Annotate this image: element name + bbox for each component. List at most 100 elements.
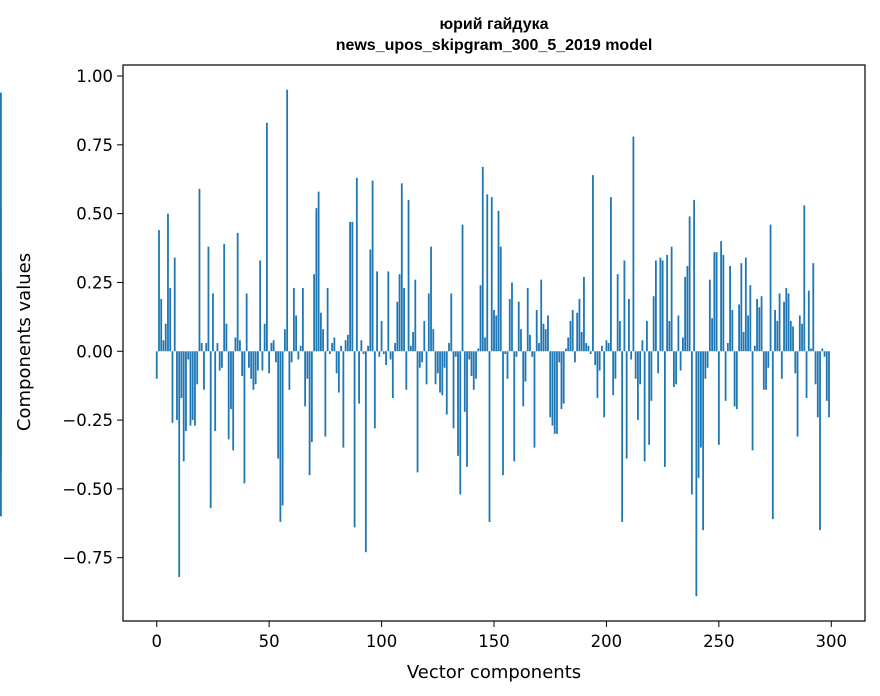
bar — [574, 351, 576, 363]
bar — [322, 329, 325, 352]
bar — [281, 351, 284, 506]
bar — [445, 351, 448, 415]
bar — [378, 351, 381, 357]
bar — [333, 337, 336, 352]
bar — [625, 351, 628, 459]
bar — [360, 340, 363, 352]
bar — [526, 287, 529, 352]
bar — [540, 279, 543, 352]
bar — [0, 92, 2, 352]
bar — [560, 351, 563, 410]
bar — [670, 246, 673, 352]
x-tick-label: 150 — [478, 632, 510, 651]
bar — [711, 318, 713, 352]
bar — [243, 351, 246, 484]
bar — [279, 351, 282, 522]
bar — [382, 351, 385, 355]
bar — [308, 351, 311, 476]
bar — [819, 351, 821, 531]
bar — [400, 183, 403, 352]
bar — [533, 351, 536, 448]
bar — [412, 331, 414, 352]
bar — [423, 320, 426, 352]
bar — [628, 298, 630, 352]
bar — [221, 351, 223, 368]
bar — [812, 263, 815, 352]
bar — [380, 320, 383, 352]
bar — [180, 351, 183, 399]
bar — [164, 323, 167, 352]
bar — [461, 224, 464, 352]
bar — [697, 351, 700, 478]
bar — [742, 331, 745, 352]
y-tick-label: 0.75 — [76, 136, 113, 155]
bar — [173, 257, 176, 352]
bar — [796, 351, 799, 437]
bar — [205, 343, 208, 352]
bar — [614, 351, 617, 379]
bar — [337, 351, 340, 393]
bar — [481, 166, 484, 352]
bar — [792, 326, 794, 352]
bar — [684, 276, 687, 352]
bar — [594, 351, 597, 366]
bar — [731, 309, 734, 352]
bar — [203, 351, 205, 390]
bar — [508, 298, 511, 352]
bar — [162, 340, 165, 352]
bar — [232, 351, 235, 451]
bar — [704, 351, 707, 379]
bar — [176, 351, 178, 421]
bar — [317, 191, 320, 352]
y-tick-label: 0.00 — [76, 342, 113, 361]
bar — [632, 136, 635, 352]
bar — [603, 351, 606, 418]
y-tick-label: 1.00 — [76, 67, 113, 86]
bar — [178, 351, 181, 577]
bar — [475, 351, 477, 379]
bar — [578, 298, 581, 352]
bar — [828, 351, 830, 418]
bar — [200, 343, 203, 352]
bar — [524, 351, 527, 382]
bar — [169, 287, 172, 352]
bar — [234, 337, 237, 352]
bar — [185, 351, 187, 432]
bar — [286, 89, 289, 352]
bar — [619, 320, 621, 352]
bar — [641, 340, 644, 352]
bar — [713, 252, 716, 352]
bar — [663, 351, 666, 467]
bar — [495, 315, 498, 352]
bar — [544, 329, 547, 352]
bar — [679, 351, 682, 371]
bar — [794, 351, 797, 374]
bar — [257, 351, 259, 371]
bar — [605, 340, 608, 352]
bar — [326, 287, 329, 352]
bar — [616, 274, 619, 352]
bar — [735, 351, 738, 410]
bar — [576, 312, 579, 352]
bar — [542, 323, 545, 352]
bar — [358, 351, 360, 404]
bar — [493, 309, 495, 352]
bar — [209, 351, 212, 509]
bar — [344, 340, 347, 352]
bar — [702, 351, 705, 531]
bar — [504, 351, 507, 355]
bar — [677, 315, 680, 352]
bar — [223, 243, 226, 352]
y-tick-label: −0.75 — [62, 549, 113, 568]
bar — [394, 343, 396, 352]
bar — [778, 293, 781, 352]
bar — [295, 315, 298, 352]
bar — [409, 345, 412, 352]
bar — [457, 351, 459, 456]
bar — [441, 351, 444, 396]
bar — [470, 351, 473, 377]
bar — [571, 309, 574, 352]
bar — [187, 351, 190, 360]
